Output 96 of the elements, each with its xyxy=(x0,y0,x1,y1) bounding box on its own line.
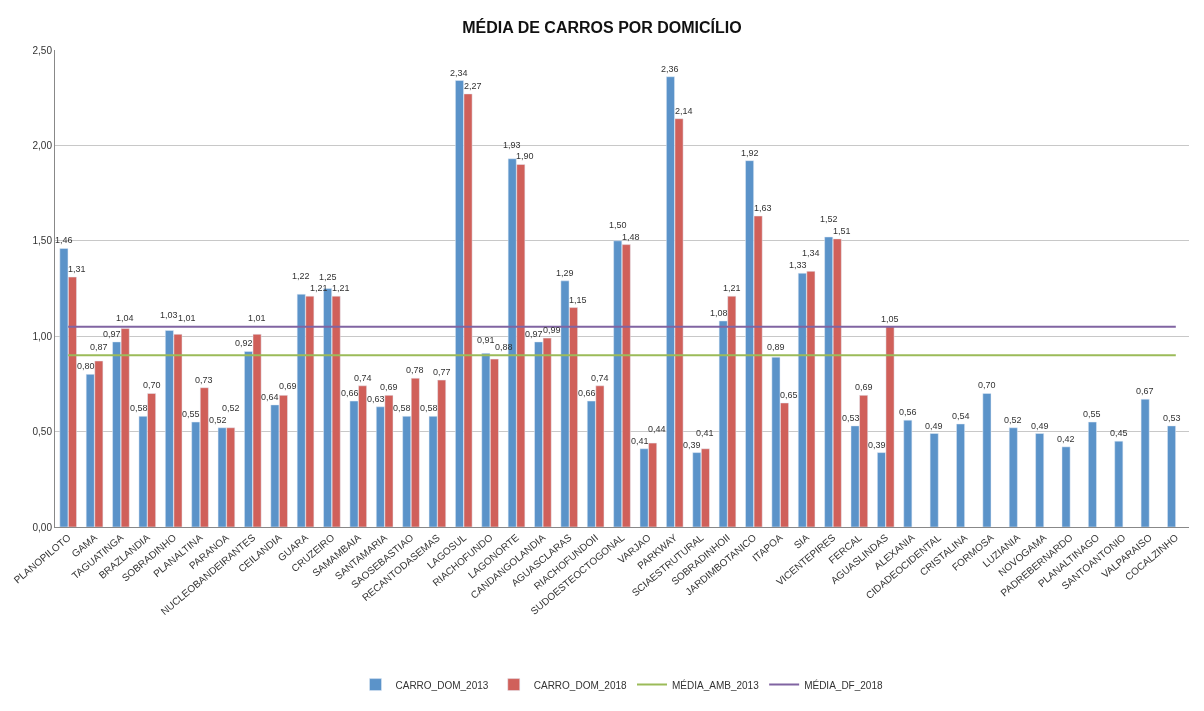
bar xyxy=(956,423,965,527)
data-label: 1,01 xyxy=(178,313,196,323)
data-label: 0,52 xyxy=(222,403,240,413)
data-label: 1,52 xyxy=(820,214,838,224)
data-label: 0,58 xyxy=(130,403,148,413)
data-label: 0,97 xyxy=(103,329,121,339)
data-label: 0,53 xyxy=(842,413,860,423)
data-label: 0,97 xyxy=(525,329,543,339)
data-label: 1,01 xyxy=(248,313,266,323)
data-label: 0,65 xyxy=(780,390,798,400)
data-label: 0,92 xyxy=(235,338,253,348)
data-label: 2,36 xyxy=(661,64,679,74)
data-label: 1,51 xyxy=(833,226,851,236)
bar xyxy=(982,393,992,527)
data-label: 1,15 xyxy=(569,295,587,305)
data-label: 0,69 xyxy=(855,382,873,392)
data-label: 0,74 xyxy=(354,373,372,383)
bar xyxy=(1008,427,1018,527)
data-label: 0,49 xyxy=(925,421,943,431)
bar xyxy=(1035,433,1044,527)
data-label: 1,25 xyxy=(319,272,337,282)
data-label: 0,91 xyxy=(477,335,495,345)
data-label: 0,69 xyxy=(380,382,398,392)
bar xyxy=(1114,440,1124,527)
data-label: 0,67 xyxy=(1136,386,1154,396)
data-label: 1,48 xyxy=(622,232,640,242)
data-label: 0,55 xyxy=(182,409,200,419)
data-label: 1,21 xyxy=(332,283,350,293)
data-label: 2,14 xyxy=(675,106,693,116)
data-label: 1,22 xyxy=(292,271,310,281)
bar xyxy=(929,433,939,527)
data-label: 0,70 xyxy=(978,380,996,390)
data-label: 0,99 xyxy=(543,325,561,335)
bar xyxy=(1140,398,1150,527)
data-label: 1,93 xyxy=(503,140,521,150)
data-label: 1,50 xyxy=(609,220,627,230)
data-label: 0,63 xyxy=(367,394,385,404)
data-label: 1,92 xyxy=(741,148,759,158)
y-tick-label: 2,50 xyxy=(32,44,53,56)
data-label: 0,42 xyxy=(1057,434,1075,444)
data-label: 0,73 xyxy=(195,375,213,385)
data-label: 1,04 xyxy=(116,313,134,323)
data-label: 1,21 xyxy=(310,283,328,293)
y-tick-label: 1,00 xyxy=(32,330,53,342)
data-label: 0,41 xyxy=(631,436,649,446)
data-label: 1,46 xyxy=(55,235,73,245)
y-tick-label: 1,50 xyxy=(32,235,53,247)
chart-title: MÉDIA DE CARROS POR DOMICÍLIO xyxy=(462,17,742,36)
data-label: 1,63 xyxy=(754,203,772,213)
data-label: 2,27 xyxy=(464,81,482,91)
bar xyxy=(1167,425,1176,527)
bar xyxy=(1061,446,1071,527)
data-label: 1,05 xyxy=(881,314,899,324)
data-label: 0,89 xyxy=(767,342,785,352)
data-label: 0,77 xyxy=(433,367,451,377)
data-label: 1,08 xyxy=(710,308,728,318)
data-label: 0,54 xyxy=(952,411,970,421)
data-label: 0,41 xyxy=(696,428,714,438)
y-tick-label: 0,50 xyxy=(32,426,53,438)
legend-label: CARRO_DOM_2013 xyxy=(395,679,489,691)
data-label: 0,58 xyxy=(420,403,438,413)
y-tick-label: 0,00 xyxy=(32,521,53,533)
bar xyxy=(1088,421,1097,527)
data-label: 0,44 xyxy=(648,424,666,434)
data-label: 1,31 xyxy=(68,264,86,274)
data-label: 2,34 xyxy=(450,68,468,78)
data-label: 0,80 xyxy=(77,361,95,371)
data-label: 0,49 xyxy=(1031,421,1049,431)
data-label: 0,45 xyxy=(1110,428,1128,438)
data-label: 0,53 xyxy=(1163,413,1181,423)
data-label: 1,29 xyxy=(556,268,574,278)
data-label: 0,78 xyxy=(406,365,424,375)
data-label: 0,52 xyxy=(209,415,227,425)
data-label: 0,66 xyxy=(341,388,359,398)
data-label: 0,55 xyxy=(1083,409,1101,419)
data-label: 0,74 xyxy=(591,373,609,383)
legend-label: CARRO_DOM_2018 xyxy=(533,679,627,691)
data-label: 1,90 xyxy=(516,151,534,161)
data-label: 0,52 xyxy=(1004,415,1022,425)
y-tick-label: 2,00 xyxy=(32,139,53,151)
data-label: 1,33 xyxy=(789,260,807,270)
data-label: 0,39 xyxy=(683,440,701,450)
data-label: 0,56 xyxy=(899,407,917,417)
data-label: 0,70 xyxy=(143,380,161,390)
legend-label: MÉDIA_DF_2018 xyxy=(804,678,883,691)
data-label: 1,34 xyxy=(802,248,820,258)
data-label: 0,64 xyxy=(261,392,279,402)
data-label: 1,21 xyxy=(723,283,741,293)
data-label: 0,66 xyxy=(578,388,596,398)
legend-label: MÉDIA_AMB_2013 xyxy=(672,678,760,691)
data-label: 0,69 xyxy=(279,381,297,391)
data-label: 1,03 xyxy=(160,310,178,320)
data-label: 0,87 xyxy=(90,342,108,352)
data-label: 0,58 xyxy=(393,403,411,413)
data-label: 0,39 xyxy=(868,440,886,450)
bar xyxy=(903,419,913,527)
